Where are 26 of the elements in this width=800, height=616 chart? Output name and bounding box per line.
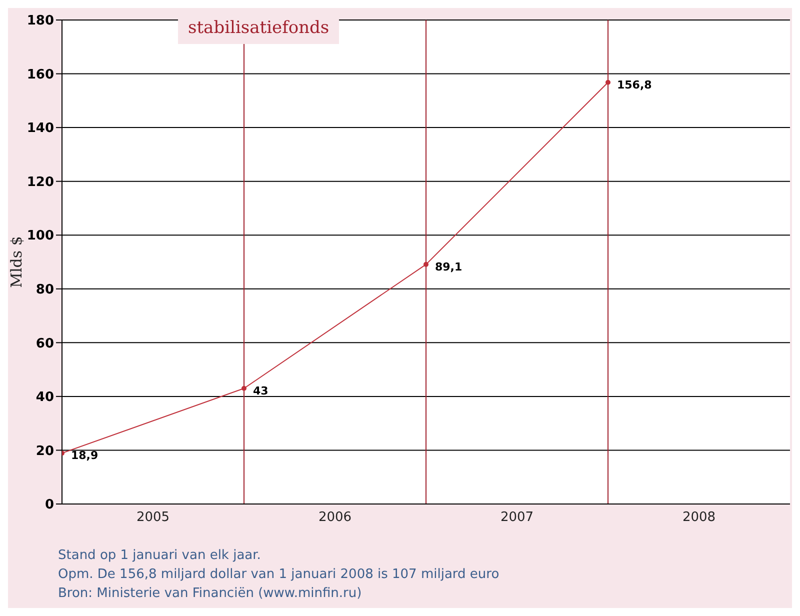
y-tick-label: 180	[26, 14, 54, 29]
x-tick-label: 2006	[318, 510, 352, 526]
point	[242, 386, 246, 391]
y-tick-label: 40	[36, 390, 54, 406]
text: Stand op 1 januari van elk jaar.	[58, 547, 262, 565]
text: Bron: Ministerie van Financiën (www.minfin.ru)	[58, 585, 363, 603]
y-tick-label: 160	[26, 67, 54, 82]
x-tick-label: 2005	[136, 510, 170, 526]
data-label: 43	[253, 384, 268, 398]
data-label: 18,9	[71, 449, 98, 462]
y-tick-label: 80	[36, 282, 54, 298]
chart-title: stabilisatiefonds	[178, 12, 340, 44]
y-tick-label: 60	[36, 336, 54, 352]
y-axis-title: Mlds $	[7, 236, 26, 288]
point	[606, 80, 610, 85]
x-tick-label: 2008	[682, 510, 716, 526]
y-tick-label: 100	[26, 228, 54, 244]
x-tick-label: 2007	[500, 510, 534, 526]
point	[424, 262, 428, 267]
data-label: 89,1	[435, 260, 462, 274]
text: Opm. De 156,8 miljard dollar van 1 januari 2008 is 107 miljard euro	[58, 566, 500, 584]
y-tick-label: 20	[36, 444, 54, 459]
y-tick-label: 120	[26, 174, 54, 190]
y-tick-label: 0	[44, 498, 54, 513]
y-tick-label: 140	[26, 121, 54, 136]
data-label: 156,8	[617, 78, 652, 92]
